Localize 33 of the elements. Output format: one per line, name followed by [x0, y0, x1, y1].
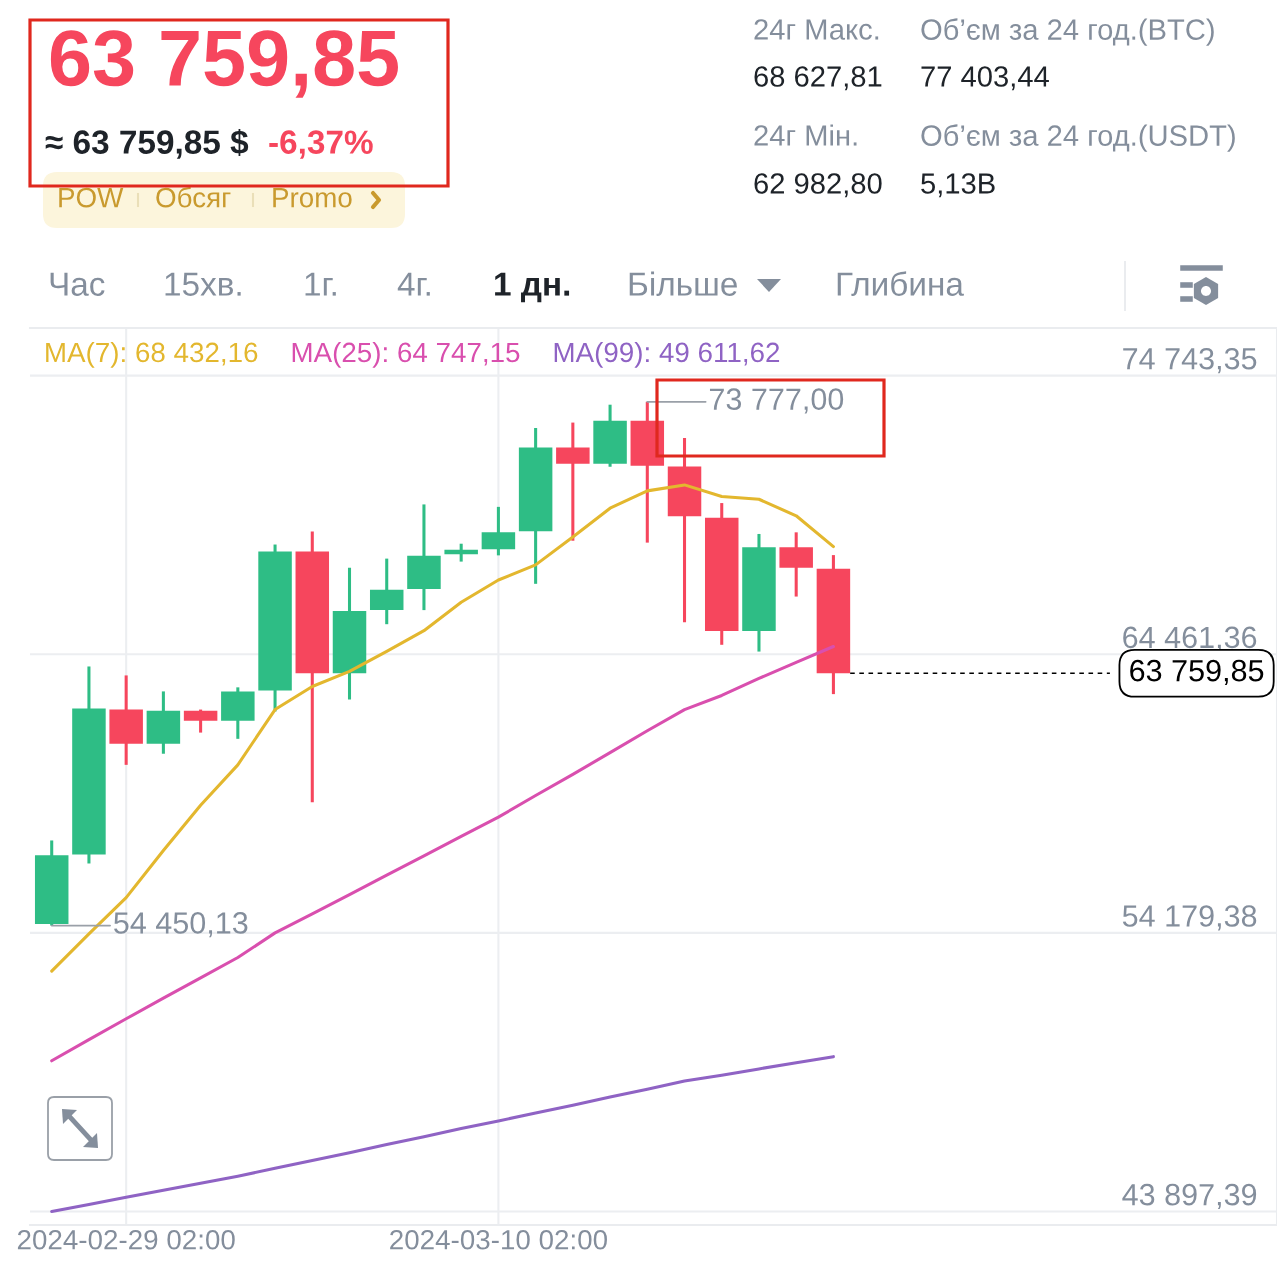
text: MA(7): 68 432,16 — [46, 341, 258, 368]
text: Час — [50, 272, 105, 296]
y-tick-label: 64 461,36 — [1123, 626, 1257, 652]
text: MA(99): 49 611,62 — [554, 341, 780, 368]
text: MA(25): 64 747,15 — [292, 341, 520, 368]
x-tick-label: 2024-02-29 02:00 — [17, 1229, 235, 1250]
text: Об’єм за 24 год.(USDT) — [921, 124, 1235, 152]
text: 77 403,44 — [921, 66, 1049, 91]
text: 15хв. — [165, 272, 241, 296]
y-tick-label: 43 897,39 — [1122, 1183, 1257, 1210]
text: 1г. — [305, 272, 336, 296]
text: Об’єм за 24 год.(BTC) — [921, 18, 1214, 46]
x-tick-label: 2024-03-10 02:00 — [390, 1229, 607, 1250]
text: 63 759,85 — [50, 30, 398, 98]
text: 1 дн. — [495, 272, 570, 303]
text: 5,13B — [921, 173, 995, 198]
ref-line-label: 63 759,85 — [1130, 659, 1264, 686]
text: Глибина — [837, 271, 964, 296]
text: 24г Мін. — [754, 124, 857, 146]
annotation: 73 777,00 — [709, 388, 844, 414]
text: 62 982,80 — [754, 173, 882, 198]
text: ≈ 63 759,85 $ — [45, 128, 249, 159]
text: POW — [59, 187, 124, 208]
text: 4г. — [397, 272, 430, 296]
text: 24г Макс. — [754, 19, 879, 40]
text: -6,37% — [269, 130, 373, 159]
y-tick-label: 54 179,38 — [1122, 905, 1257, 931]
text: Більше — [629, 271, 737, 296]
annotation: 54 450,13 — [114, 912, 248, 938]
text: Promo — [273, 188, 352, 208]
y-tick-label: 74 743,35 — [1123, 347, 1257, 374]
text: Обсяг — [156, 186, 231, 208]
text: 68 627,81 — [754, 66, 882, 91]
